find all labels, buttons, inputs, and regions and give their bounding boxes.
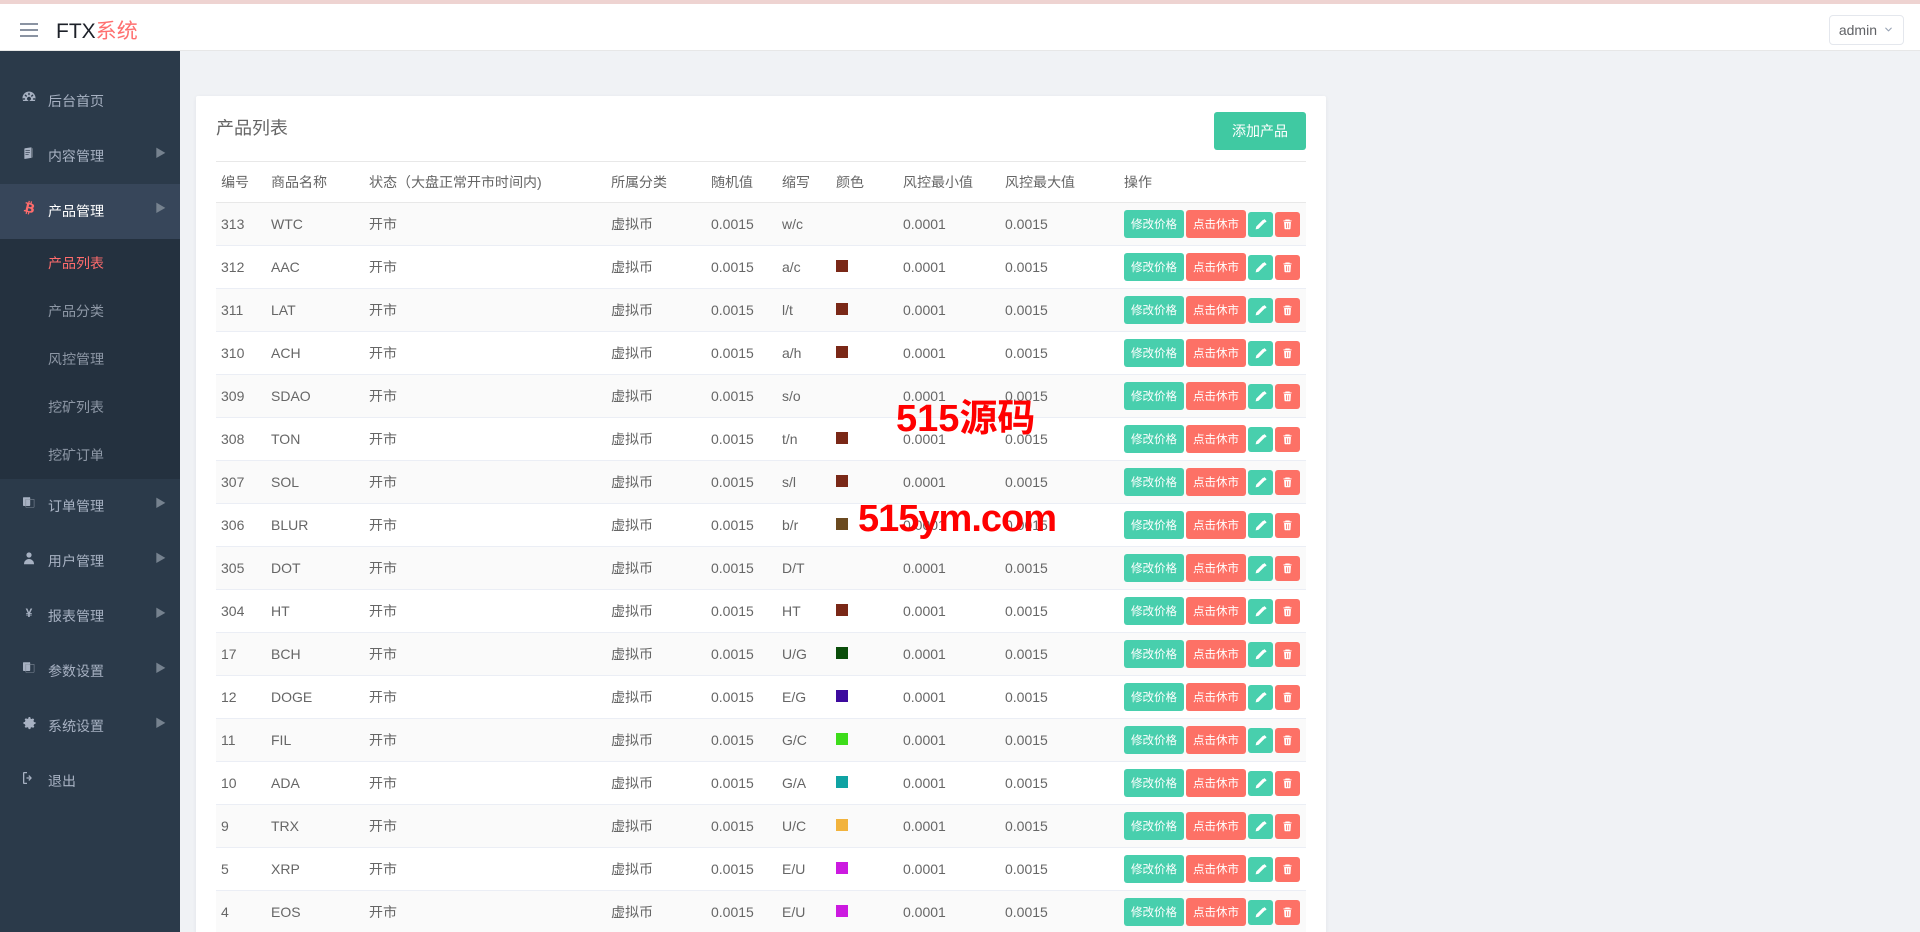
svg-text:¥: ¥: [26, 606, 33, 620]
